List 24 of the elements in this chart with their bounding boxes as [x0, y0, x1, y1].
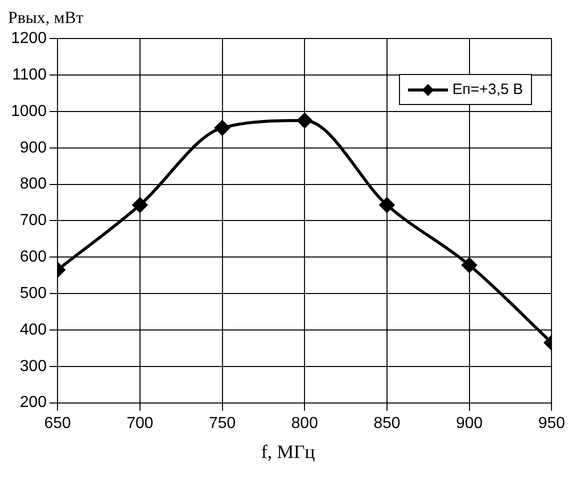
x-tick-label: 650 — [44, 414, 72, 432]
y-tick-label: 500 — [20, 284, 47, 302]
y-tick-label: 1100 — [12, 66, 47, 84]
point — [379, 198, 394, 213]
legend-label: Eп=+3,5 В — [452, 81, 523, 98]
y-tick-label: 400 — [20, 321, 47, 338]
y-axis-title: Рвых, мВт — [8, 8, 84, 28]
point — [214, 120, 230, 136]
y-tick-label: 900 — [20, 139, 47, 156]
y-tick-label: 200 — [20, 394, 47, 412]
y-tick-label: 800 — [20, 176, 47, 193]
x-tick-label: 950 — [538, 414, 566, 432]
x-tick-label: 750 — [208, 414, 236, 432]
x-tick-label: 800 — [291, 414, 318, 432]
x-tick-label: 700 — [126, 414, 154, 432]
x-tick-label: 900 — [456, 414, 483, 432]
y-tick-label: 300 — [20, 358, 47, 375]
y-tick-label: 1200 — [11, 30, 47, 48]
point — [297, 113, 312, 128]
y-tick-label: 600 — [20, 248, 47, 266]
y-tick-label: 700 — [20, 212, 47, 230]
x-axis-title: f, МГц — [260, 442, 316, 464]
x-tick-label: 850 — [374, 414, 400, 432]
y-tick-label: 1000 — [11, 102, 47, 120]
